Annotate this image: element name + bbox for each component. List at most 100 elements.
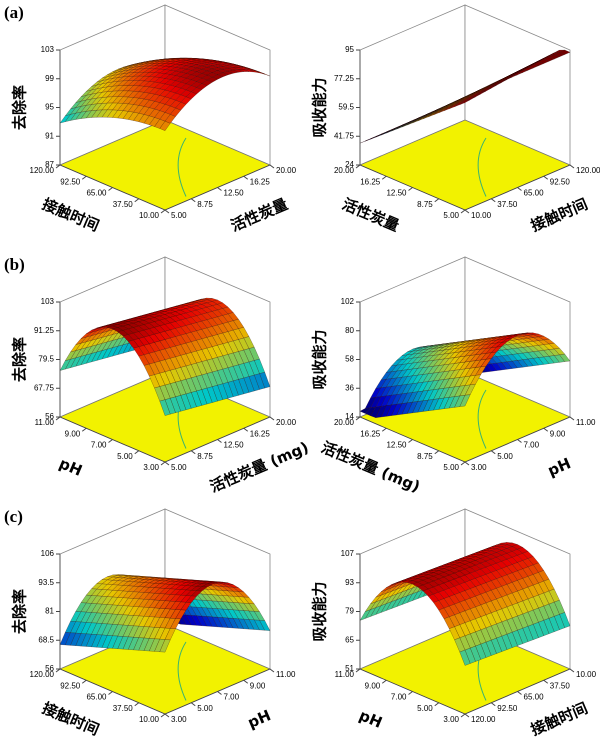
surface-plot: 56 67.75 79.5 91.25 103 去除率 3.00 5.00 7.00 9.00 11…	[11, 256, 311, 496]
z-tick-label: 91.25	[34, 326, 55, 335]
y-tick-label: 92.50	[60, 681, 81, 690]
x-tick	[490, 702, 496, 707]
floor-contour	[477, 137, 487, 197]
y-tick	[81, 427, 87, 432]
y-tick-label: 37.50	[113, 200, 134, 209]
y-tick	[434, 198, 440, 203]
y-tick-label: 65.00	[86, 189, 107, 198]
x-tick	[543, 427, 549, 432]
y-tick	[160, 461, 166, 466]
surface-cell	[459, 649, 471, 666]
z-tick-label: 106	[41, 549, 55, 558]
x-tick	[464, 209, 470, 214]
z-axis-title: 吸收能力	[311, 581, 329, 641]
x-tick-label: 12.50	[224, 189, 245, 198]
x-tick-label: 10.00	[471, 211, 492, 220]
y-tick-label: 3.00	[143, 463, 159, 472]
y-tick-label: 11.00	[35, 418, 55, 427]
y-tick	[81, 175, 87, 180]
y-tick	[55, 164, 61, 169]
x-tick-label: 11.00	[576, 418, 596, 427]
x-tick-label: 37.50	[497, 200, 518, 209]
x-tick-label: 12.50	[224, 441, 245, 450]
z-tick-label: 14	[345, 412, 354, 421]
x-tick-label: 5.00	[171, 211, 187, 220]
x-tick	[569, 668, 575, 673]
y-tick-label: 8.75	[417, 200, 433, 209]
y-tick-label: 10.00	[139, 715, 160, 724]
y-tick-label: 20.00	[334, 418, 355, 427]
panel-label: (a)	[4, 3, 24, 22]
x-axis-title: 活性炭量	[228, 195, 290, 235]
surface-cell	[159, 120, 171, 131]
floor-contour	[177, 641, 187, 701]
y-tick-label: 7.00	[91, 441, 107, 450]
y-tick	[460, 461, 466, 466]
y-axis-title: 接触时间	[40, 699, 102, 739]
y-tick	[381, 175, 387, 180]
y-tick	[408, 691, 413, 695]
z-tick-label: 24	[345, 160, 354, 169]
y-tick-label: 10.00	[139, 211, 160, 220]
x-axis-title: pH	[245, 706, 273, 732]
y-tick-label: 7.00	[391, 693, 407, 702]
x-tick	[464, 713, 470, 718]
x-tick	[269, 416, 275, 421]
x-tick-label: 16.25	[250, 177, 271, 186]
z-tick-label: 65	[345, 635, 354, 644]
panel-label: (c)	[4, 507, 23, 526]
x-tick	[269, 668, 275, 673]
y-tick	[381, 679, 387, 684]
x-tick	[517, 439, 522, 443]
x-tick-label: 10.00	[576, 670, 597, 679]
z-tick-label: 36	[345, 383, 354, 392]
z-axis-title: 吸收能力	[311, 329, 329, 389]
x-tick-label: 9.00	[250, 681, 266, 690]
x-axis-title: pH	[545, 454, 573, 480]
y-tick	[134, 450, 140, 455]
z-tick-label: 81	[45, 607, 54, 616]
x-tick-label: 120.00	[576, 166, 600, 175]
z-tick-label: 107	[341, 549, 355, 558]
x-tick	[190, 450, 196, 455]
x-tick	[464, 461, 470, 466]
y-tick	[408, 439, 413, 443]
surface-cell	[459, 99, 471, 105]
x-tick	[490, 198, 496, 203]
x-tick	[517, 691, 522, 695]
y-tick	[434, 450, 440, 455]
y-axis-title: 活性炭量	[340, 195, 402, 235]
x-tick	[190, 198, 196, 203]
y-tick-label: 11.00	[335, 670, 355, 679]
y-tick	[160, 713, 166, 718]
z-tick-label: 80	[345, 326, 354, 335]
x-tick-label: 8.75	[197, 200, 213, 209]
y-tick-label: 8.75	[417, 452, 433, 461]
y-tick-label: 5.00	[443, 211, 459, 220]
x-tick	[243, 175, 249, 180]
x-axis-title: 接触时间	[528, 195, 590, 235]
z-tick-label: 79	[345, 607, 354, 616]
y-tick	[134, 702, 140, 707]
x-axis-title: 接触时间	[528, 699, 590, 739]
x-tick-label: 120.00	[471, 715, 496, 724]
y-tick-label: 120.00	[30, 670, 55, 679]
x-tick	[269, 164, 275, 169]
x-tick-label: 7.00	[224, 693, 240, 702]
y-tick-label: 37.50	[113, 704, 134, 713]
z-tick-label: 103	[41, 297, 55, 306]
y-tick-label: 120.00	[30, 166, 55, 175]
y-tick	[355, 668, 361, 673]
y-axis-title: pH	[356, 706, 384, 732]
x-tick-label: 11.00	[276, 670, 296, 679]
x-tick	[543, 679, 549, 684]
x-tick	[243, 427, 249, 432]
z-tick-label: 87	[45, 160, 54, 169]
z-tick-label: 99	[45, 74, 54, 83]
x-tick	[164, 713, 170, 718]
z-tick-label: 91	[45, 131, 54, 140]
z-tick-label: 93	[345, 578, 354, 587]
y-tick	[460, 713, 466, 718]
z-tick-label: 68.5	[38, 635, 54, 644]
x-tick	[164, 461, 170, 466]
